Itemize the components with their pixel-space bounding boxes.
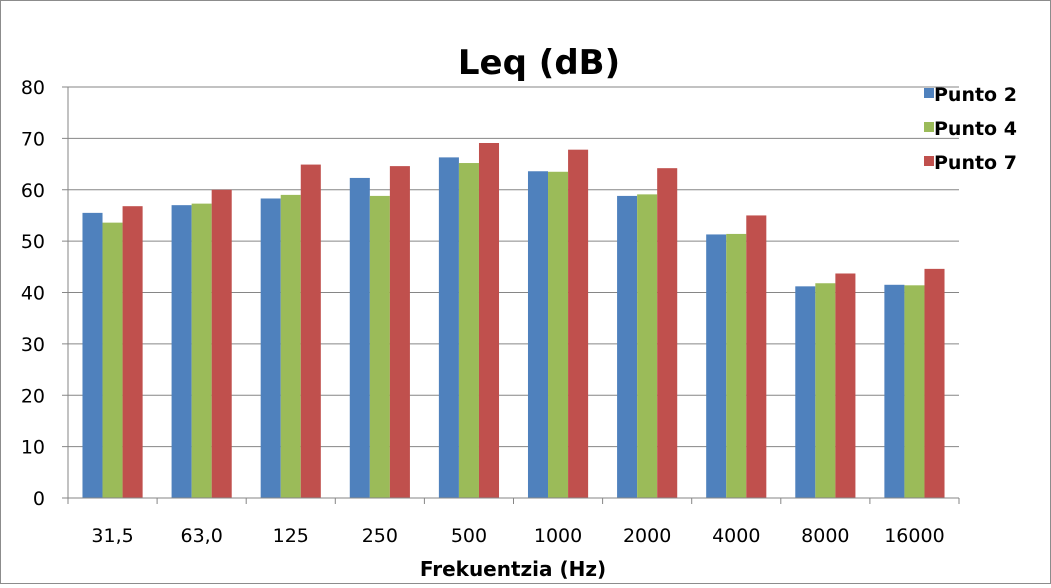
bar-punto-4-4000 — [726, 233, 747, 498]
bar-punto-7-250 — [389, 166, 410, 498]
bar-punto-2-125 — [260, 198, 281, 498]
bar-punto-4-1000 — [548, 171, 569, 499]
y-tick-label: 50 — [21, 231, 45, 253]
x-tick-label: 8000 — [801, 525, 849, 547]
bar-punto-7-8000 — [835, 273, 856, 498]
bar-punto-2-8000 — [795, 286, 816, 498]
legend-swatch-punto-4 — [924, 122, 934, 132]
x-tick-label: 500 — [451, 525, 487, 547]
bar-punto-7-1000 — [568, 149, 589, 499]
bar-punto-7-500 — [478, 142, 500, 498]
legend-label: Punto 4 — [934, 118, 1017, 140]
legend-label: Punto 2 — [934, 84, 1017, 106]
bar-punto-2-16000 — [884, 284, 905, 498]
bar-punto-2-250 — [349, 177, 370, 498]
bar-punto-2-63,0 — [171, 205, 192, 498]
y-tick-label: 60 — [21, 180, 45, 202]
y-tick-label: 20 — [21, 385, 45, 407]
y-tick-label: 0 — [33, 488, 45, 510]
bar-punto-7-125 — [300, 164, 321, 499]
axes — [62, 86, 960, 504]
bars — [82, 142, 945, 499]
bar-punto-7-63,0 — [211, 189, 232, 498]
legend-label: Punto 7 — [934, 152, 1017, 174]
x-tick-label: 16000 — [884, 525, 944, 547]
bar-punto-2-2000 — [617, 195, 638, 499]
bar-punto-7-4000 — [746, 215, 767, 498]
y-tick-label: 70 — [21, 128, 45, 150]
bar-punto-2-31,5 — [82, 212, 103, 498]
bar-punto-4-250 — [369, 195, 390, 499]
chart-title: Leq (dB) — [458, 43, 620, 83]
legend-swatch-punto-7 — [924, 156, 934, 166]
x-tick-label: 125 — [273, 525, 309, 547]
x-tick-label: 63,0 — [180, 525, 222, 547]
y-tick-label: 10 — [21, 437, 45, 459]
bar-punto-2-4000 — [706, 234, 727, 499]
bar-punto-4-31,5 — [102, 222, 123, 498]
x-axis-tick-labels: 31,5 63,0 125 250 500 1000 2000 4000 8000 16000 — [91, 525, 944, 547]
x-tick-label: 1000 — [534, 525, 582, 547]
x-axis-label: Frekuentzia (Hz) — [420, 557, 606, 581]
bar-punto-7-16000 — [924, 268, 945, 498]
y-tick-label: 40 — [21, 283, 45, 305]
bar-punto-4-8000 — [815, 283, 836, 498]
x-tick-label: 250 — [362, 525, 398, 547]
x-tick-label: 4000 — [712, 525, 760, 547]
bar-punto-7-31,5 — [122, 206, 143, 498]
y-tick-label: 30 — [21, 334, 45, 356]
bar-punto-4-2000 — [637, 194, 658, 498]
bar-punto-2-1000 — [527, 171, 549, 498]
y-axis-tick-labels: 0 10 20 30 40 50 60 70 80 — [21, 77, 45, 510]
x-tick-label: 2000 — [623, 525, 671, 547]
bar-punto-4-500 — [458, 163, 479, 498]
bar-punto-7-2000 — [657, 168, 678, 499]
legend-swatch-punto-2 — [924, 88, 934, 98]
legend: Punto 2 Punto 4 Punto 7 — [924, 84, 1017, 174]
y-tick-label: 80 — [21, 77, 45, 99]
bar-punto-2-500 — [438, 157, 459, 499]
x-tick-label: 31,5 — [91, 525, 133, 547]
bar-punto-4-125 — [280, 194, 301, 498]
bar-punto-4-63,0 — [191, 203, 212, 498]
bar-punto-4-16000 — [904, 285, 925, 498]
